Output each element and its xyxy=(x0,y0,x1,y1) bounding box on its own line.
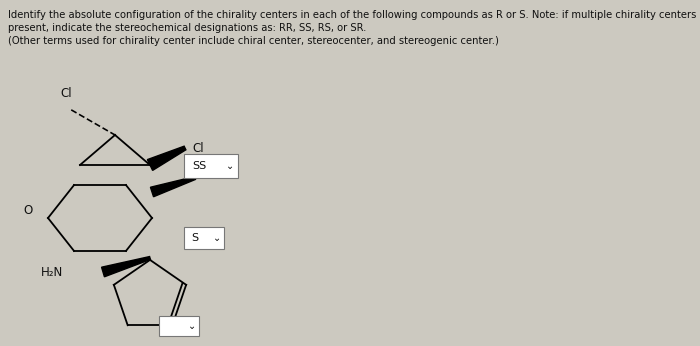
Polygon shape xyxy=(102,257,150,277)
Text: Cl: Cl xyxy=(192,142,204,155)
Polygon shape xyxy=(148,146,186,170)
Text: SS: SS xyxy=(192,161,206,171)
Text: Identify the absolute configuration of the chirality centers in each of the foll: Identify the absolute configuration of t… xyxy=(8,10,700,20)
Text: S: S xyxy=(191,233,198,243)
Polygon shape xyxy=(150,176,195,197)
FancyBboxPatch shape xyxy=(184,227,224,249)
Text: (Other terms used for chirality center include chiral center, stereocenter, and : (Other terms used for chirality center i… xyxy=(8,36,499,46)
Text: ⌄: ⌄ xyxy=(188,321,196,331)
FancyBboxPatch shape xyxy=(184,154,238,178)
Text: CO₂H: CO₂H xyxy=(198,169,229,182)
Text: Cl: Cl xyxy=(60,87,71,100)
Text: present, indicate the stereochemical designations as: RR, SS, RS, or SR.: present, indicate the stereochemical des… xyxy=(8,23,366,33)
Text: H₂N: H₂N xyxy=(41,265,63,279)
Text: O: O xyxy=(24,203,33,217)
Text: ⌄: ⌄ xyxy=(226,161,234,171)
FancyBboxPatch shape xyxy=(159,316,199,336)
Text: ⌄: ⌄ xyxy=(213,233,221,243)
